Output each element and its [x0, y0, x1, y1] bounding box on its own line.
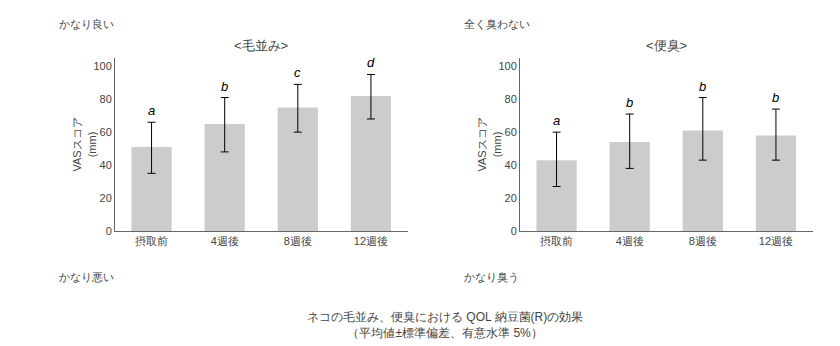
svg-text:c: c	[294, 65, 301, 80]
svg-text:20: 20	[505, 192, 517, 204]
svg-text:12週後: 12週後	[759, 235, 793, 247]
svg-text:VASスコア(mm): VASスコア(mm)	[71, 117, 97, 171]
svg-text:80: 80	[505, 93, 517, 105]
svg-text:d: d	[367, 55, 375, 70]
svg-text:<便臭>: <便臭>	[646, 38, 687, 53]
svg-text:VASスコア(mm): VASスコア(mm)	[476, 117, 502, 171]
svg-text:b: b	[221, 79, 228, 94]
svg-text:60: 60	[100, 126, 112, 138]
svg-text:全く臭わない: 全く臭わない	[464, 18, 530, 30]
svg-text:20: 20	[100, 192, 112, 204]
svg-text:0: 0	[106, 225, 112, 237]
svg-text:摂取前: 摂取前	[135, 235, 168, 247]
svg-text:0: 0	[511, 225, 517, 237]
svg-text:ネコの毛並み、便臭における QOL 納豆菌(R)の効果（平均: ネコの毛並み、便臭における QOL 納豆菌(R)の効果（平均値±標準偏差、有意水…	[307, 310, 583, 340]
svg-text:8週後: 8週後	[284, 235, 312, 247]
svg-text:40: 40	[100, 159, 112, 171]
svg-text:4週後: 4週後	[616, 235, 644, 247]
svg-text:80: 80	[100, 93, 112, 105]
svg-text:100: 100	[93, 60, 111, 72]
svg-text:摂取前: 摂取前	[540, 235, 573, 247]
svg-text:100: 100	[498, 60, 516, 72]
svg-text:かなり悪い: かなり悪い	[59, 271, 114, 283]
svg-text:12週後: 12週後	[354, 235, 388, 247]
svg-text:b: b	[626, 95, 633, 110]
svg-text:4週後: 4週後	[211, 235, 239, 247]
svg-text:40: 40	[505, 159, 517, 171]
svg-text:b: b	[699, 79, 706, 94]
svg-text:8週後: 8週後	[689, 235, 717, 247]
svg-text:かなり良い: かなり良い	[59, 18, 114, 30]
svg-text:かなり臭う: かなり臭う	[464, 271, 519, 284]
svg-text:b: b	[772, 90, 779, 105]
svg-text:60: 60	[505, 126, 517, 138]
svg-text:<毛並み>: <毛並み>	[234, 38, 288, 53]
svg-text:a: a	[553, 113, 560, 128]
svg-text:a: a	[148, 103, 155, 118]
